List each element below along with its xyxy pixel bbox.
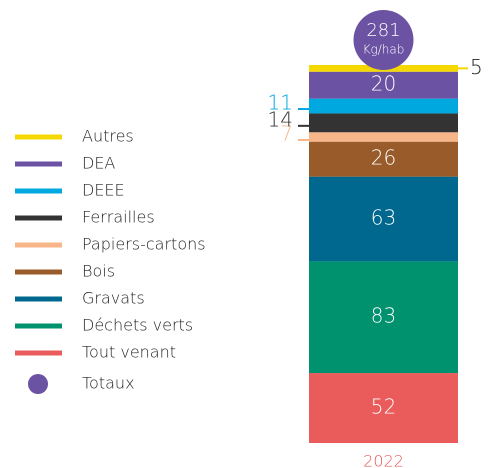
- value-label: 7: [280, 121, 293, 145]
- bar-segment: [309, 113, 458, 133]
- bar-segment: [309, 141, 458, 177]
- value-label: 5: [470, 55, 483, 79]
- value-label: 83: [371, 304, 396, 328]
- total-bubble: [353, 10, 414, 70]
- legend-label: DEEE: [82, 181, 125, 200]
- bar-segment: [309, 71, 458, 99]
- value-label: 26: [371, 146, 396, 170]
- legend-label: Totaux: [82, 374, 135, 393]
- value-label: 52: [371, 395, 396, 419]
- value-label: 63: [371, 206, 396, 230]
- value-label: 11: [268, 91, 293, 115]
- legend-label: Papiers-cartons: [82, 235, 206, 254]
- value-label: 20: [371, 72, 396, 96]
- bar-segment: [309, 132, 458, 142]
- legend-swatch: [28, 374, 48, 394]
- legend-label: Gravats: [82, 289, 145, 308]
- bar-segment: [309, 261, 458, 374]
- bar-segment: [309, 373, 458, 443]
- legend-label: Bois: [82, 262, 115, 281]
- legend-label: Tout venant: [82, 343, 176, 362]
- total-value: 281: [366, 20, 400, 41]
- bar-segment: [309, 98, 458, 114]
- legend-label: Déchets verts: [82, 316, 193, 335]
- value-label: 14: [268, 107, 293, 131]
- x-tick-label: 2022: [363, 452, 404, 468]
- bar-segment: [309, 176, 458, 262]
- legend-label: DEA: [82, 154, 115, 173]
- total-unit: Kg/hab: [363, 43, 405, 57]
- legend-label: Autres: [82, 127, 134, 146]
- legend-label: Ferrailles: [82, 208, 155, 227]
